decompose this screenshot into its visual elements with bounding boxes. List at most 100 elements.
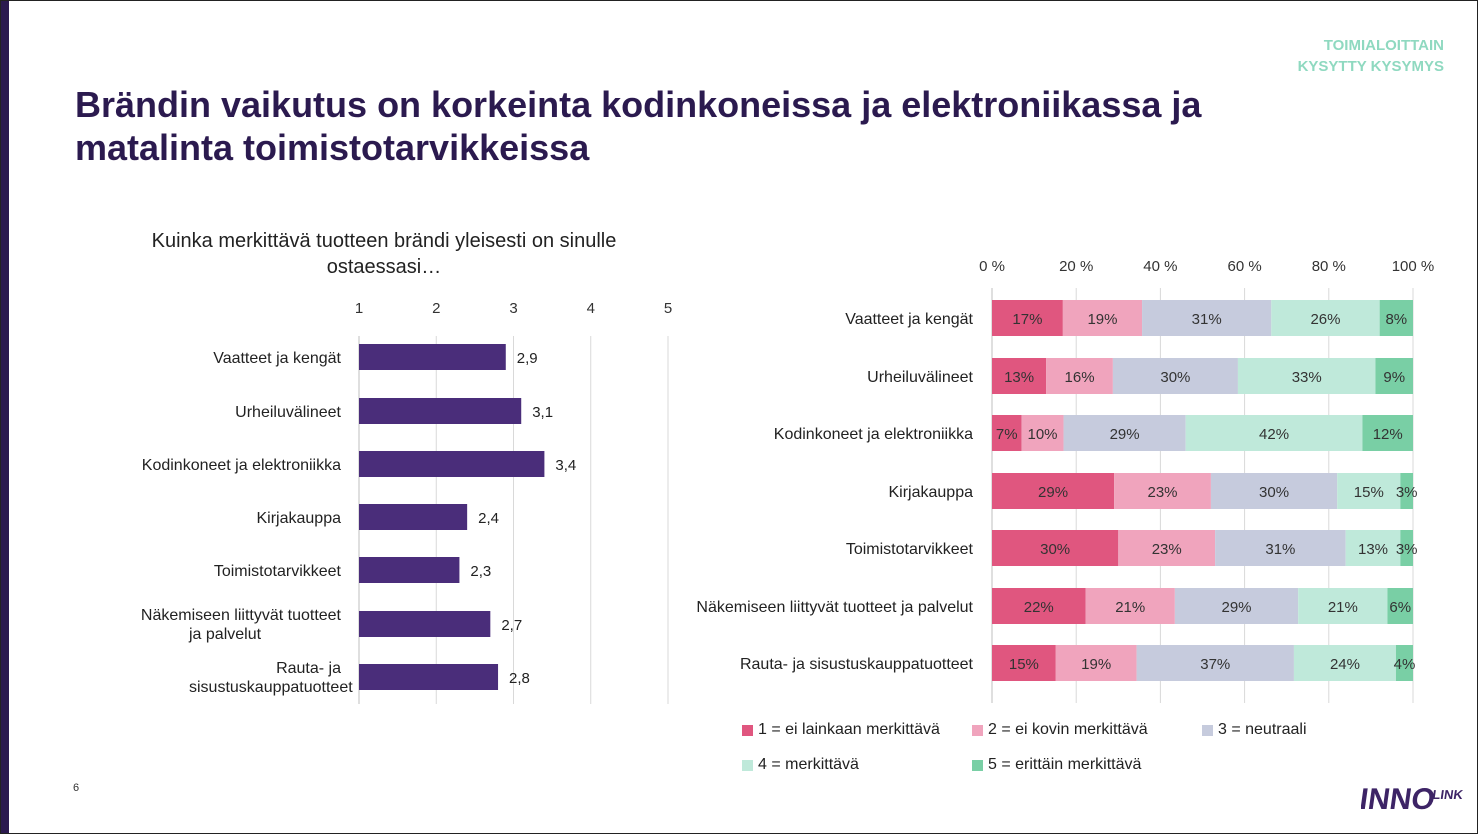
data-label: 19% [1087, 311, 1117, 328]
data-label: 23% [1152, 541, 1182, 558]
legend-item: 3 = neutraali [1202, 721, 1307, 739]
bar-segment [992, 530, 1119, 566]
category-label: Vaatteet ja kengät [213, 350, 341, 367]
legend-label: 2 = ei kovin merkittävä [988, 721, 1148, 738]
data-label: 19% [1081, 656, 1111, 673]
bar [359, 504, 468, 530]
chart-legend: 1 = ei lainkaan merkittävä 2 = ei kovin m… [742, 721, 1307, 781]
bar-segment [1185, 415, 1363, 451]
x-tick-label: 1 [355, 300, 363, 317]
mean-score-chart: 1 2 3 4 5 2,9 Vaatteet ja kengät 3,1 Urheiluväli… [141, 300, 672, 704]
data-label: 6% [1389, 599, 1411, 616]
category-label: Urheiluvälineet [867, 369, 973, 386]
data-label: 3,4 [555, 457, 576, 474]
bar [359, 557, 460, 583]
data-label: 2,8 [509, 670, 530, 687]
category-label: Toimistotarvikkeet [846, 541, 974, 558]
data-label: 3% [1396, 484, 1418, 501]
bar [359, 344, 506, 370]
category-label: Näkemiseen liittyvät tuotteet ja palvelu… [696, 599, 973, 616]
data-label: 7% [996, 426, 1018, 443]
data-label: 29% [1110, 426, 1140, 443]
legend-item: 5 = erittäin merkittävä [972, 756, 1141, 774]
bar [359, 398, 522, 424]
data-label: 12% [1373, 426, 1403, 443]
data-label: 2,9 [517, 350, 538, 367]
legend-item: 4 = merkittävä [742, 756, 859, 774]
x-tick-label: 2 [432, 300, 440, 317]
bar-segment [1210, 473, 1338, 509]
bar-segment [1085, 588, 1175, 624]
bar-segment [1379, 300, 1413, 336]
bar-segment [1063, 415, 1186, 451]
legend-swatch [742, 759, 753, 771]
data-label: 29% [1222, 599, 1252, 616]
bar-segment [1237, 358, 1376, 394]
data-label: 4% [1394, 656, 1416, 673]
logo-inno-text: INNO [1361, 783, 1437, 816]
legend-label: 1 = ei lainkaan merkittävä [758, 721, 940, 738]
bar-segment [1375, 358, 1413, 394]
bar-segment [1046, 358, 1113, 394]
innolink-logo: INNO LINK [1361, 783, 1464, 816]
section-tag: TOIMIALOITTAIN KYSYTTY KYSYMYS [1298, 35, 1444, 77]
bar-segment [1362, 415, 1413, 451]
bar-segment [1118, 530, 1216, 566]
legend-swatch [972, 724, 983, 736]
category-label-line: ja palvelut [188, 626, 262, 643]
x-tick-label: 80 % [1312, 258, 1346, 275]
bar [359, 611, 491, 637]
data-label: 2,7 [501, 617, 522, 634]
data-label: 13% [1358, 541, 1388, 558]
data-label: 17% [1012, 311, 1042, 328]
legend-item: 2 = ei kovin merkittävä [972, 721, 1148, 739]
category-label: Vaatteet ja kengät [845, 311, 973, 328]
data-label: 31% [1265, 541, 1295, 558]
bar-segment [1062, 300, 1143, 336]
data-label: 42% [1259, 426, 1289, 443]
data-label: 29% [1038, 484, 1068, 501]
bar-segment [1114, 473, 1211, 509]
data-label: 3% [1396, 541, 1418, 558]
data-label: 3,1 [532, 404, 553, 421]
bar-segment [992, 358, 1047, 394]
legend-swatch [742, 724, 753, 736]
bar-segment [1136, 645, 1294, 681]
legend-swatch [1202, 724, 1213, 736]
category-label: Toimistotarvikkeet [214, 563, 342, 580]
page-number: 6 [73, 782, 80, 794]
data-label: 24% [1330, 656, 1360, 673]
category-label-line: sisustuskauppatuotteet [189, 679, 353, 696]
category-label: Kodinkoneet ja elektroniikka [774, 426, 973, 443]
data-label: 16% [1065, 369, 1095, 386]
bar-segment [992, 645, 1056, 681]
data-label: 10% [1028, 426, 1058, 443]
bar-segment [1021, 415, 1064, 451]
bar-segment [1400, 530, 1413, 566]
category-label: Kirjakauppa [889, 484, 974, 501]
bar-segment [1400, 473, 1413, 509]
chart-question: Kuinka merkittävä tuotteen brändi yleise… [151, 230, 617, 278]
x-tick-label: 4 [587, 300, 595, 317]
data-label: 21% [1328, 599, 1358, 616]
data-label: 30% [1259, 484, 1289, 501]
x-tick-label: 20 % [1059, 258, 1093, 275]
data-label: 30% [1040, 541, 1070, 558]
bar-segment [992, 415, 1022, 451]
x-tick-label: 40 % [1143, 258, 1177, 275]
bar-segment [1293, 645, 1396, 681]
tag-line-1: TOIMIALOITTAIN [1323, 37, 1444, 54]
category-label: Rauta- ja sisustuskauppatuotteet [189, 660, 353, 696]
legend-swatch [972, 759, 983, 771]
category-label: Rauta- ja sisustuskauppatuotteet [740, 656, 974, 673]
bar-segment [1215, 530, 1346, 566]
data-label: 33% [1292, 369, 1322, 386]
x-tick-label: 0 % [979, 258, 1005, 275]
data-label: 15% [1009, 656, 1039, 673]
category-label: Urheiluvälineet [235, 404, 341, 421]
bar-segment [1271, 300, 1380, 336]
data-label: 23% [1147, 484, 1177, 501]
bar-segment [1395, 645, 1413, 681]
category-label: Kirjakauppa [257, 510, 342, 527]
